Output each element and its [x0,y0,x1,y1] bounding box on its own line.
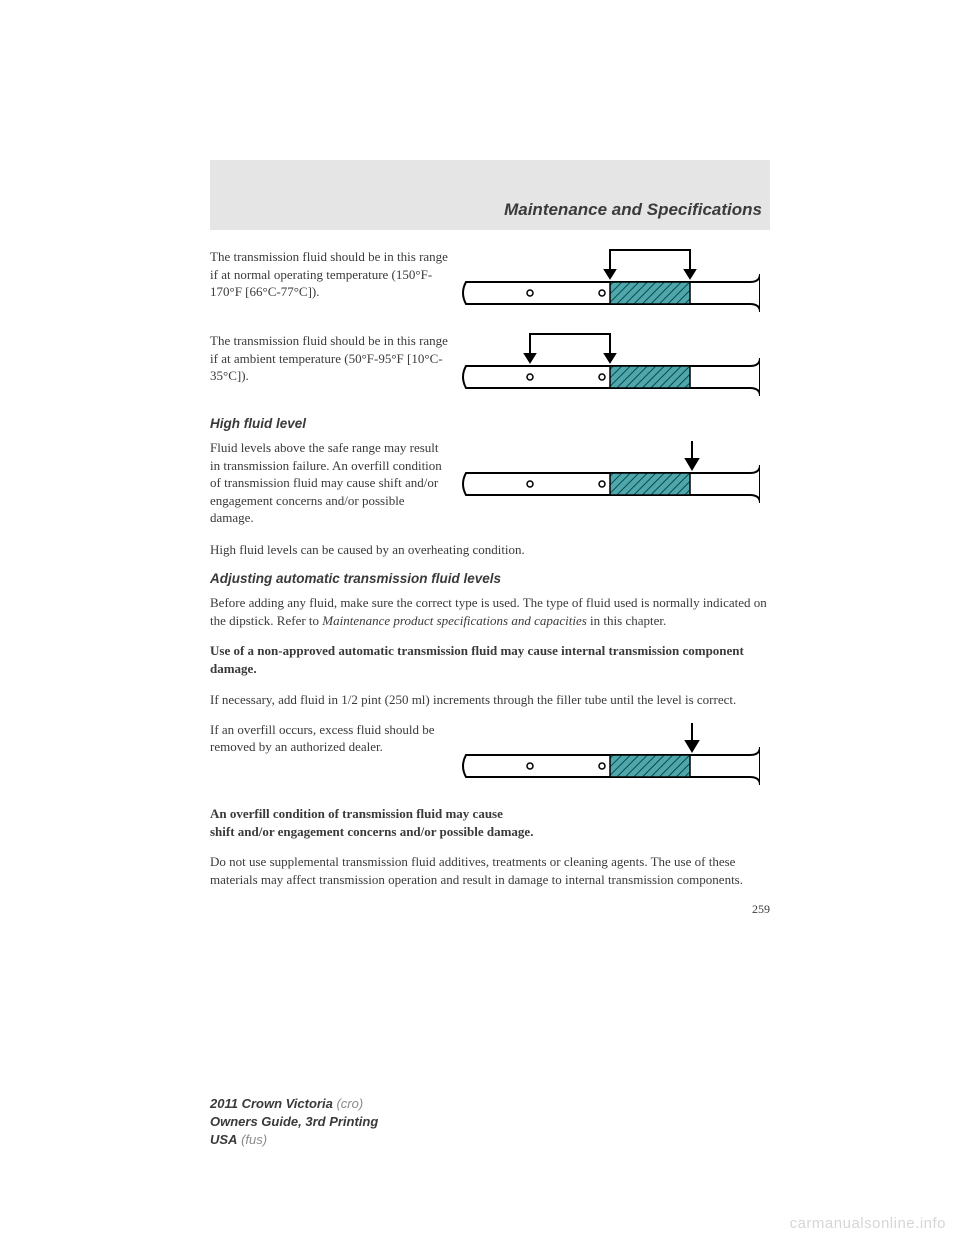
page-number: 259 [210,902,770,917]
adjust-p1-ref: Maintenance product specifications and c… [322,613,587,628]
footer-vehicle: 2011 Crown Victoria [210,1096,333,1111]
adjust-warning-1: Use of a non-approved automatic transmis… [210,642,770,678]
fluid-range-ambient-row: The transmission fluid should be in this… [210,332,770,402]
fluid-range-normal-text: The transmission fluid should be in this… [210,248,450,301]
footer-code-1: (cro) [333,1096,363,1111]
overfill-warn-a: An overfill condition of transmission fl… [210,806,503,821]
adjust-para-1: Before adding any fluid, make sure the c… [210,594,770,630]
dipstick-high-diagram [460,439,770,509]
high-fluid-text: Fluid levels above the safe range may re… [210,439,450,527]
high-fluid-row: Fluid levels above the safe range may re… [210,439,770,527]
footer-code-2: (fus) [237,1132,267,1147]
overfill-text: If an overfill occurs, excess fluid shou… [210,721,450,756]
final-paragraph: Do not use supplemental transmission flu… [210,853,770,889]
footer-block: 2011 Crown Victoria (cro) Owners Guide, … [210,1095,378,1150]
high-fluid-cause-text: High fluid levels can be caused by an ov… [210,541,770,559]
dipstick-overfill-diagram [460,721,770,791]
footer-line-3: USA (fus) [210,1131,378,1149]
high-fluid-heading: High fluid level [210,416,770,431]
footer-region: USA [210,1132,237,1147]
fluid-range-normal-row: The transmission fluid should be in this… [210,248,770,318]
footer-line-2: Owners Guide, 3rd Printing [210,1113,378,1131]
section-title: Maintenance and Specifications [504,200,762,220]
dipstick-ambient-diagram [460,332,770,402]
adjust-heading: Adjusting automatic transmission fluid l… [210,571,770,586]
fluid-range-ambient-text: The transmission fluid should be in this… [210,332,450,385]
page-content: Maintenance and Specifications The trans… [210,160,770,917]
overfill-warning: An overfill condition of transmission fl… [210,805,770,841]
section-header-band: Maintenance and Specifications [210,160,770,230]
dipstick-normal-diagram [460,248,770,318]
overfill-row: If an overfill occurs, excess fluid shou… [210,721,770,791]
watermark-text: carmanualsonline.info [790,1215,946,1232]
footer-line-1: 2011 Crown Victoria (cro) [210,1095,378,1113]
adjust-para-2: If necessary, add fluid in 1/2 pint (250… [210,691,770,709]
adjust-p1-c: in this chapter. [587,613,666,628]
overfill-warn-b: shift and/or engagement concerns and/or … [210,824,533,839]
